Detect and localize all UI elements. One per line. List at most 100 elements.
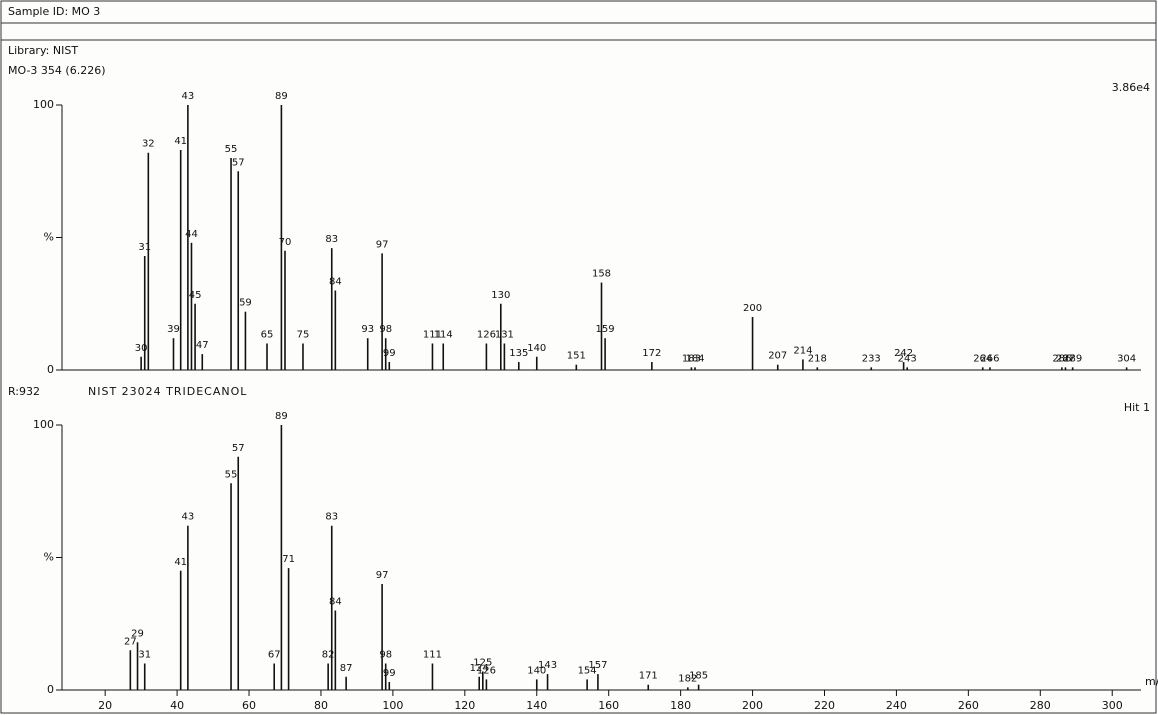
peak-label: 172 bbox=[642, 348, 661, 359]
peak-label: 39 bbox=[167, 324, 180, 335]
peak-label: 207 bbox=[768, 351, 787, 362]
peak-label: 289 bbox=[1063, 353, 1082, 364]
peak-label: 32 bbox=[142, 139, 155, 150]
x-tick-label: 280 bbox=[1030, 699, 1051, 712]
peak-label: 233 bbox=[862, 353, 881, 364]
hit-annotation: Hit 1 bbox=[1124, 401, 1150, 414]
sample-id: Sample ID: MO 3 bbox=[8, 5, 100, 18]
match-score: R:932 bbox=[8, 385, 40, 398]
peak-label: 70 bbox=[279, 237, 292, 248]
peak-label: 43 bbox=[182, 91, 195, 102]
peak-label: 183 bbox=[682, 353, 701, 364]
peak-label: 125 bbox=[473, 657, 492, 668]
y-tick-label: % bbox=[44, 231, 54, 244]
x-tick-label: 260 bbox=[958, 699, 979, 712]
peak-label: 158 bbox=[592, 269, 611, 280]
peak-label: 41 bbox=[174, 557, 187, 568]
peak-label: 124 bbox=[470, 663, 489, 674]
peak-label: 242 bbox=[894, 348, 913, 359]
x-tick-label: 60 bbox=[242, 699, 256, 712]
x-tick-label: 160 bbox=[598, 699, 619, 712]
peak-label: 171 bbox=[639, 671, 658, 682]
x-axis-label: m/z bbox=[1145, 675, 1158, 688]
peak-label: 99 bbox=[383, 348, 396, 359]
peak-label: 154 bbox=[578, 665, 597, 676]
peak-label: 87 bbox=[340, 663, 353, 674]
peak-label: 135 bbox=[509, 348, 528, 359]
peak-label: 214 bbox=[793, 345, 812, 356]
peak-label: 200 bbox=[743, 303, 762, 314]
peak-label: 83 bbox=[325, 234, 338, 245]
peak-label: 184 bbox=[685, 353, 704, 364]
peak-label: 41 bbox=[174, 136, 187, 147]
peak-label: 151 bbox=[567, 351, 586, 362]
peak-label: 131 bbox=[495, 330, 514, 341]
peak-label: 97 bbox=[376, 570, 389, 581]
peak-label: 57 bbox=[232, 157, 245, 168]
peak-label: 59 bbox=[239, 298, 252, 309]
peak-label: 140 bbox=[527, 665, 546, 676]
y-tick-label: 100 bbox=[33, 418, 54, 431]
peak-label: 93 bbox=[361, 324, 374, 335]
peak-label: 47 bbox=[196, 340, 209, 351]
peak-label: 43 bbox=[182, 512, 195, 523]
peak-label: 83 bbox=[325, 512, 338, 523]
x-tick-label: 140 bbox=[526, 699, 547, 712]
x-tick-label: 80 bbox=[314, 699, 328, 712]
y-tick-label: % bbox=[44, 551, 54, 564]
x-tick-label: 40 bbox=[170, 699, 184, 712]
scale-annotation: 3.86e4 bbox=[1112, 81, 1150, 94]
peak-label: 286 bbox=[1052, 353, 1071, 364]
peak-label: 89 bbox=[275, 91, 288, 102]
library-hit: NIST 23024 TRIDECANOL bbox=[88, 385, 247, 398]
peak-label: 218 bbox=[808, 353, 827, 364]
peak-label: 130 bbox=[491, 290, 510, 301]
peak-label: 31 bbox=[138, 242, 151, 253]
peak-label: 84 bbox=[329, 597, 342, 608]
peak-label: 99 bbox=[383, 668, 396, 679]
peak-label: 266 bbox=[980, 353, 999, 364]
x-tick-label: 120 bbox=[454, 699, 475, 712]
peak-label: 55 bbox=[225, 469, 238, 480]
x-tick-label: 240 bbox=[886, 699, 907, 712]
peak-label: 143 bbox=[538, 660, 557, 671]
peak-label: 44 bbox=[185, 229, 198, 240]
peak-label: 111 bbox=[423, 330, 442, 341]
peak-label: 97 bbox=[376, 239, 389, 250]
peak-label: 75 bbox=[297, 330, 310, 341]
peak-label: 304 bbox=[1117, 353, 1136, 364]
peak-label: 114 bbox=[434, 330, 453, 341]
x-tick-label: 20 bbox=[98, 699, 112, 712]
x-tick-label: 300 bbox=[1102, 699, 1123, 712]
peak-label: 30 bbox=[135, 343, 148, 354]
x-tick-label: 180 bbox=[670, 699, 691, 712]
peak-label: 157 bbox=[588, 660, 607, 671]
peak-label: 71 bbox=[282, 554, 295, 565]
peak-label: 264 bbox=[973, 353, 992, 364]
peak-label: 45 bbox=[189, 290, 202, 301]
peak-label: 27 bbox=[124, 636, 137, 647]
x-tick-label: 100 bbox=[382, 699, 403, 712]
peak-label: 111 bbox=[423, 650, 442, 661]
peak-label: 82 bbox=[322, 650, 335, 661]
peak-label: 126 bbox=[477, 330, 496, 341]
peak-label: 84 bbox=[329, 277, 342, 288]
peak-label: 243 bbox=[898, 353, 917, 364]
peak-label: 55 bbox=[225, 144, 238, 155]
library: Library: NIST bbox=[8, 44, 78, 57]
peak-label: 159 bbox=[596, 324, 615, 335]
peak-label: 89 bbox=[275, 411, 288, 422]
peak-label: 182 bbox=[678, 673, 697, 684]
peak-label: 185 bbox=[689, 671, 708, 682]
peak-label: 140 bbox=[527, 343, 546, 354]
chart-title: MO-3 354 (6.226) bbox=[8, 64, 106, 77]
peak-label: 98 bbox=[379, 650, 392, 661]
y-tick-label: 0 bbox=[47, 683, 54, 696]
y-tick-label: 100 bbox=[33, 98, 54, 111]
x-tick-label: 200 bbox=[742, 699, 763, 712]
peak-label: 31 bbox=[138, 650, 151, 661]
peak-label: 98 bbox=[379, 324, 392, 335]
y-tick-label: 0 bbox=[47, 363, 54, 376]
